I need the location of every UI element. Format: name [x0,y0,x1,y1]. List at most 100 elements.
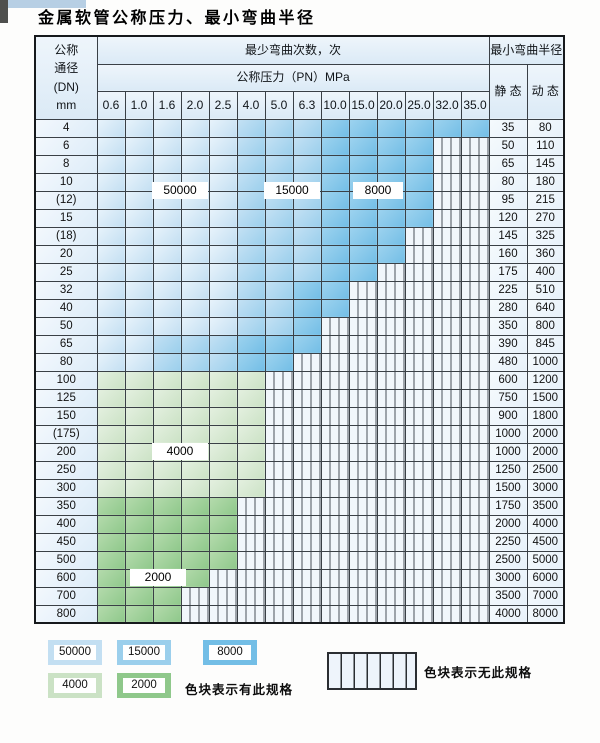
grid-cell-b1 [180,244,210,264]
grid-cell-no-spec [264,478,294,498]
grid-cell-b1 [124,154,154,174]
dn-cell: 450 [34,532,98,552]
grid-cell-b1 [152,118,182,138]
grid-cell-b1 [96,208,126,228]
nominal-pressure-header: 公称压力（PN）MPa [96,63,490,92]
dynamic-radius-cell: 1800 [526,406,565,426]
pressure-column-header: 32.0 [432,90,462,120]
grid-cell-no-spec [460,478,490,498]
dn-header-line: mm [56,98,77,113]
dynamic-radius-cell: 4500 [526,532,565,552]
grid-cell-g1 [208,406,238,426]
grid-cell-g1 [152,388,182,408]
dn-cell: 15 [34,208,98,228]
grid-cell-no-spec [376,424,406,444]
dn-cell: (12) [34,190,98,210]
grid-cell-b2 [292,136,322,156]
grid-cell-no-spec [348,604,378,624]
grid-cell-g1 [208,388,238,408]
grid-cell-b2 [292,226,322,246]
grid-cell-b2 [292,262,322,282]
grid-cell-no-spec [320,532,350,552]
grid-cell-no-spec [432,586,462,606]
static-radius-cell: 1000 [488,442,528,462]
grid-cell-b3 [292,316,322,336]
static-radius-cell: 390 [488,334,528,354]
static-radius-cell: 3500 [488,586,528,606]
dn-cell: 65 [34,334,98,354]
grid-cell-no-spec [404,604,434,624]
dynamic-radius-cell: 1200 [526,370,565,390]
dn-cell: 700 [34,586,98,606]
grid-cell-no-spec [320,316,350,336]
grid-cell-b3 [404,208,434,228]
grid-cell-g1 [236,406,266,426]
table-row: 400 2000 4000 [34,514,565,534]
grid-cell-g1 [124,370,154,390]
grid-cell-b3 [348,226,378,246]
grid-cell-no-spec [320,496,350,516]
grid-cell-b3 [376,136,406,156]
grid-cell-g1 [208,424,238,444]
table-row: 65 390 845 [34,334,565,354]
grid-cell-no-spec [376,316,406,336]
dn-cell: (18) [34,226,98,246]
grid-cell-g2 [96,586,126,606]
grid-cell-no-spec [264,370,294,390]
grid-cell-no-spec [404,244,434,264]
grid-cell-b1 [152,316,182,336]
dynamic-radius-cell: 5000 [526,550,565,570]
grid-cell-b1 [180,154,210,174]
grid-cell-no-spec [264,550,294,570]
grid-cell-b1 [208,298,238,318]
grid-cell-no-spec [180,604,210,624]
grid-cell-no-spec [376,370,406,390]
grid-cell-b3 [404,190,434,210]
grid-cell-no-spec [376,550,406,570]
dynamic-radius-cell: 2500 [526,460,565,480]
grid-cell-g2 [152,550,182,570]
grid-cell-b1 [208,280,238,300]
grid-cell-b1 [152,262,182,282]
static-radius-cell: 65 [488,154,528,174]
grid-cell-b3 [404,154,434,174]
grid-cell-no-spec [348,352,378,372]
grid-cell-b1 [96,352,126,372]
grid-cell-no-spec [404,298,434,318]
grid-cell-b1 [180,208,210,228]
grid-cell-g1 [96,388,126,408]
grid-cell-b1 [152,298,182,318]
grid-cell-g2 [96,550,126,570]
grid-cell-b2 [152,352,182,372]
dn-cell: 8 [34,154,98,174]
grid-cell-b3 [320,208,350,228]
dynamic-radius-cell: 360 [526,244,565,264]
static-radius-cell: 4000 [488,604,528,624]
grid-cell-b3 [320,190,350,210]
grid-cell-b3 [320,154,350,174]
table-row: 32 225 510 [34,280,565,300]
grid-cell-no-spec [376,532,406,552]
grid-cell-g2 [96,532,126,552]
grid-cell-no-spec [348,514,378,534]
grid-cell-g2 [180,514,210,534]
table-row: 800 4000 8000 [34,604,565,624]
grid-cell-g2 [96,496,126,516]
dn-cell: 125 [34,388,98,408]
grid-cell-no-spec [404,568,434,588]
grid-cell-no-spec [292,460,322,480]
grid-cell-no-spec [404,388,434,408]
min-bend-radius-header: 最小弯曲半径 [488,35,565,65]
grid-cell-b1 [124,172,154,192]
static-radius-cell: 1750 [488,496,528,516]
grid-cell-no-spec [264,604,294,624]
grid-cell-g1 [236,478,266,498]
grid-cell-no-spec [460,280,490,300]
grid-cell-b3 [348,262,378,282]
grid-cell-no-spec [348,550,378,570]
dn-cell: 150 [34,406,98,426]
grid-cell-b3 [348,118,378,138]
grid-cell-b1 [96,280,126,300]
grid-cell-no-spec [264,496,294,516]
pressure-radius-table: 公称 通径 (DN) mm 最少弯曲次数，次 最小弯曲半径 公称压力（PN）MP… [34,35,565,624]
